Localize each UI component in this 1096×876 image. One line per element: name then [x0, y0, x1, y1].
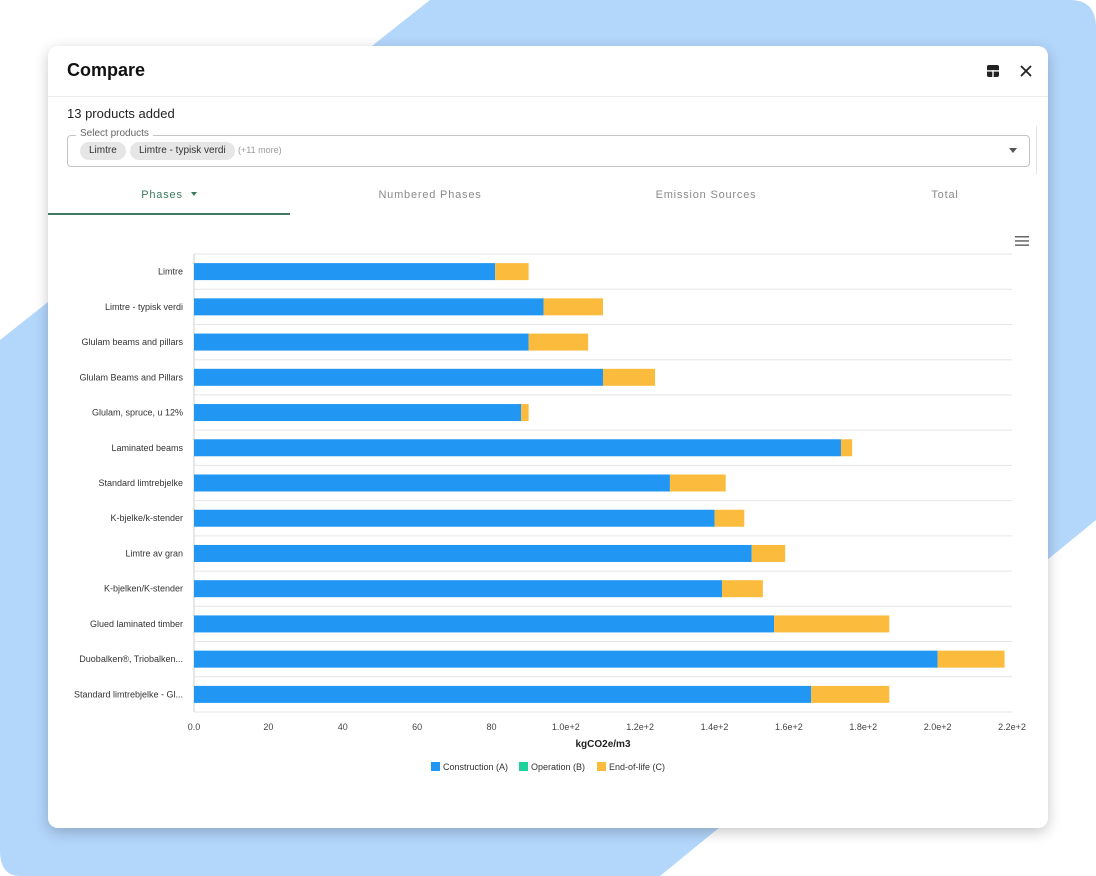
category-label: K-bjelken/K-stender [104, 584, 183, 594]
category-label: Standard limtrebjelke [98, 478, 183, 488]
category-label: Glued laminated timber [90, 619, 183, 629]
tab-numbered-phases[interactable]: Numbered Phases [378, 189, 482, 201]
category-label: Laminated beams [111, 443, 183, 453]
category-label: Standard limtrebjelke - Gl... [74, 689, 183, 699]
legend: Construction (A) Operation (B) End-of-life… [431, 762, 665, 772]
bar-segment[interactable] [521, 404, 529, 422]
x-tick-label: 60 [412, 722, 422, 732]
category-label: Duobalken®, Triobalken... [79, 654, 183, 664]
chevron-down-icon[interactable] [1009, 148, 1017, 153]
active-tab-indicator [48, 213, 290, 215]
bar-segment[interactable] [495, 263, 529, 281]
hamburger-menu-icon[interactable] [1015, 235, 1029, 247]
category-label: Glulam Beams and Pillars [79, 372, 183, 382]
x-tick-label: 40 [338, 722, 348, 732]
bar-segment[interactable] [543, 298, 603, 316]
category-label: Limtre av gran [125, 548, 183, 558]
x-tick-label: 20 [263, 722, 273, 732]
dialog-header: Compare [48, 46, 1048, 97]
bar-segment[interactable] [714, 509, 745, 527]
bar-segment[interactable] [811, 685, 890, 703]
bar-segment[interactable] [751, 544, 786, 562]
product-chip[interactable]: Limtre - typisk verdi [130, 142, 235, 160]
category-label: Limtre [158, 267, 183, 277]
x-tick-label: 1.2e+2 [626, 722, 654, 732]
x-tick-label: 2.0e+2 [924, 722, 952, 732]
x-tick-label: 1.0e+2 [552, 722, 580, 732]
bar-segment[interactable] [194, 404, 522, 422]
bar-segment[interactable] [840, 439, 853, 457]
legend-item[interactable]: End-of-life (C) [609, 762, 665, 772]
legend-swatch [519, 762, 528, 771]
grid-lines [193, 253, 1012, 713]
legend-item[interactable]: Operation (B) [531, 762, 585, 772]
product-select[interactable]: Select products Limtre Limtre - typisk v… [67, 128, 1030, 167]
bar-segment[interactable] [603, 368, 656, 386]
x-axis-title: kgCO2e/m3 [575, 739, 630, 750]
scrollbar[interactable] [1036, 126, 1037, 174]
bars [194, 263, 1005, 703]
x-tick-label: 1.8e+2 [849, 722, 877, 732]
bar-segment[interactable] [669, 474, 726, 492]
tab-emission-sources[interactable]: Emission Sources [655, 189, 757, 201]
tab-total[interactable]: Total [931, 189, 959, 201]
compare-dialog: Compare 13 products added Select product… [48, 46, 1048, 828]
x-tick-label: 2.2e+2 [998, 722, 1026, 732]
tab-phases-label: Phases [141, 189, 183, 201]
tab-phases[interactable]: Phases [48, 186, 290, 214]
x-tick-label: 1.6e+2 [775, 722, 803, 732]
stacked-bar-chart: Limtre Limtre - typisk verdi Glulam beams … [74, 253, 1026, 772]
category-label: Glulam beams and pillars [81, 337, 183, 347]
bar-segment[interactable] [528, 333, 589, 351]
bar-segment[interactable] [194, 544, 752, 562]
bar-segment[interactable] [721, 580, 763, 598]
x-tick-label: 1.4e+2 [701, 722, 729, 732]
bar-segment[interactable] [194, 298, 544, 316]
bar-segment[interactable] [194, 650, 938, 668]
legend-swatch [597, 762, 606, 771]
bar-segment[interactable] [194, 474, 670, 492]
category-label: Limtre - typisk verdi [105, 302, 183, 312]
x-tick-label: 80 [486, 722, 496, 732]
select-label: Select products [76, 128, 153, 139]
bar-segment[interactable] [774, 615, 890, 633]
category-label: Glulam, spruce, u 12% [92, 408, 183, 418]
legend-swatch [431, 762, 440, 771]
layout-icon[interactable] [984, 62, 1002, 80]
category-labels: Limtre Limtre - typisk verdi Glulam beams … [74, 267, 184, 700]
bar-segment[interactable] [194, 368, 603, 386]
bar-segment[interactable] [937, 650, 1005, 668]
caret-down-icon [190, 192, 197, 196]
bar-segment[interactable] [194, 263, 496, 281]
category-label: K-bjelke/k-stender [110, 513, 183, 523]
product-chip[interactable]: Limtre [80, 142, 126, 160]
more-products-text: (+11 more) [238, 145, 282, 155]
bar-segment[interactable] [194, 580, 722, 598]
bar-segment[interactable] [194, 333, 529, 351]
close-icon[interactable] [1017, 62, 1035, 80]
dialog-title: Compare [67, 60, 146, 80]
bar-segment[interactable] [194, 439, 841, 457]
products-count: 13 products added [67, 106, 175, 121]
legend-item[interactable]: Construction (A) [443, 762, 508, 772]
x-tick-label: 0.0 [188, 722, 201, 732]
x-tick-labels: 0.0 20 40 60 80 1.0e+2 1.2e+2 1.4e+2 1.6e+2 1.8e+… [188, 722, 1026, 732]
bar-segment[interactable] [194, 509, 715, 527]
bar-segment[interactable] [194, 685, 812, 703]
bar-segment[interactable] [194, 615, 775, 633]
